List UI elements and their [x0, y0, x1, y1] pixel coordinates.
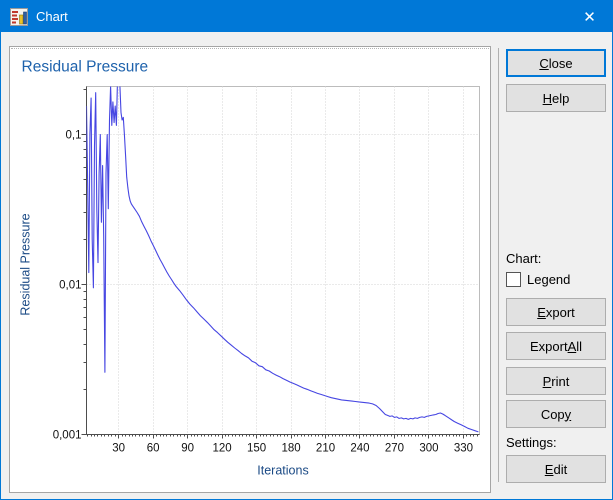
chart-title: Residual Pressure — [22, 59, 149, 76]
window-title: Chart — [36, 9, 68, 24]
x-tick-label: 180 — [281, 443, 300, 455]
x-tick-label: 150 — [247, 443, 266, 455]
copy-button[interactable]: Cop y — [506, 400, 606, 428]
x-tick-label: 120 — [213, 443, 232, 455]
x-tick-label: 210 — [316, 443, 335, 455]
titlebar[interactable]: Chart ✕ — [1, 1, 612, 32]
x-tick-label: 330 — [454, 443, 473, 455]
chart-section-label: Chart: — [506, 251, 542, 266]
x-tick-label: 300 — [419, 443, 438, 455]
close-icon[interactable]: ✕ — [583, 8, 596, 26]
x-tick-label: 60 — [147, 443, 160, 455]
x-tick-label: 240 — [350, 443, 369, 455]
x-tick-label: 90 — [181, 443, 194, 455]
x-axis-title: Iterations — [257, 464, 308, 478]
vertical-separator — [498, 48, 499, 482]
legend-checkbox[interactable] — [506, 272, 521, 287]
residual-pressure-chart: 30 60 90 120 150 180 210 240 270 300 330 0,1 0,01 0,0… — [19, 59, 480, 478]
y-tick-label: 0,01 — [59, 280, 81, 292]
chart-app-icon — [10, 7, 28, 26]
y-axis-title: Residual Pressure — [19, 213, 33, 315]
residual-pressure-curve — [86, 86, 479, 433]
legend-checkbox-row: Legend — [506, 272, 570, 287]
legend-checkbox-label: Legend — [527, 272, 571, 287]
y-tick-label: 0,001 — [53, 430, 82, 442]
chart-panel: 30 60 90 120 150 180 210 240 270 300 330 0,1 0,01 0,0… — [9, 46, 491, 493]
settings-section-label: Settings: — [506, 435, 557, 450]
x-tick-label: 30 — [112, 443, 125, 455]
x-tick-label: 270 — [385, 443, 404, 455]
y-tick-label: 0,1 — [66, 130, 82, 142]
